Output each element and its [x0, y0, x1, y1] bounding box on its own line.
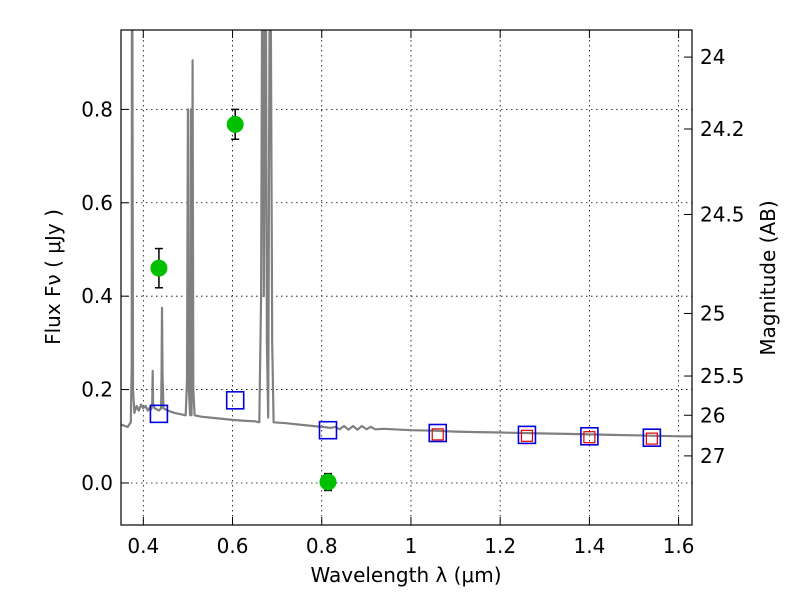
model-point-red — [431, 428, 444, 441]
y-axis-label: Flux Fν ( μJy ) — [41, 209, 65, 345]
mag-tick-label: 25 — [700, 301, 725, 325]
y-tick-label: 0.4 — [81, 284, 113, 308]
plot-frame — [120, 29, 693, 526]
x-tick-label: 1 — [405, 534, 418, 558]
model-spectrum — [121, 30, 692, 438]
model-point-blue — [642, 428, 662, 447]
x-tick-label: 0.4 — [127, 534, 159, 558]
x-tick-label: 0.6 — [217, 534, 249, 558]
model-point-blue — [149, 404, 169, 424]
observed-point — [226, 115, 244, 133]
grid — [121, 30, 692, 525]
model-point-blue — [428, 423, 448, 443]
y-tick-label: 0.8 — [81, 97, 113, 121]
model-point-red — [645, 432, 658, 445]
observed-point — [150, 259, 168, 277]
model-point-blue — [225, 391, 245, 410]
spectrum-line — [121, 30, 692, 438]
data-points — [149, 108, 662, 492]
y-tick-label: 0.6 — [81, 191, 113, 215]
mag-tick-label: 24.5 — [700, 202, 745, 226]
x-tick-label: 0.8 — [306, 534, 338, 558]
model-point-blue — [318, 420, 338, 440]
x-tick-label: 1.4 — [573, 534, 605, 558]
model-point-blue — [517, 425, 537, 445]
x-tick-label: 1.6 — [663, 534, 695, 558]
mag-tick-label: 24 — [700, 45, 725, 69]
model-point-blue — [580, 426, 599, 446]
mag-tick-label: 24.2 — [700, 117, 745, 141]
model-point-red — [583, 431, 596, 444]
x-tick-label: 1.2 — [484, 534, 516, 558]
mag-tick-label: 25.5 — [700, 364, 745, 388]
y-tick-label: 0.2 — [81, 378, 113, 402]
x-axis-label: Wavelength λ (μm) — [310, 563, 501, 587]
model-point-red — [520, 429, 534, 442]
y-tick-label: 0.0 — [81, 471, 113, 495]
ticks: 0.4 0.6 0.8 1 1.2 1.4 1.6 0.0 0.2 0.4 0.6 0.8 24 24.2… — [81, 30, 745, 558]
observed-point — [319, 473, 337, 491]
y2-axis-label: Magnitude (AB) — [756, 200, 780, 355]
mag-tick-label: 26 — [700, 403, 725, 427]
mag-tick-label: 27 — [700, 444, 725, 468]
